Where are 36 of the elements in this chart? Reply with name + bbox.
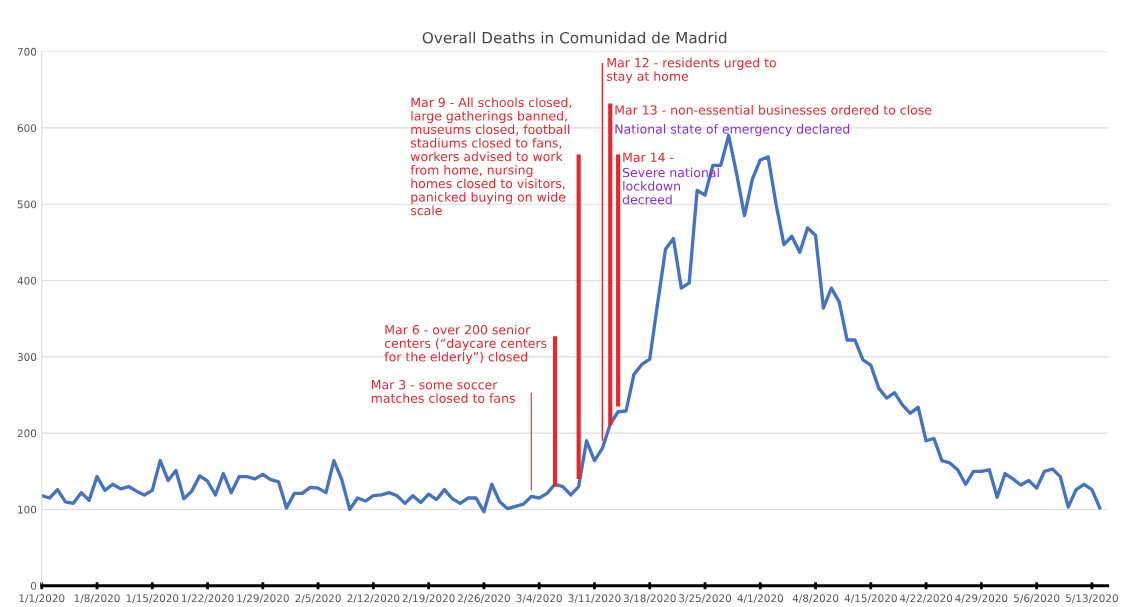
y-tick-label: 100 xyxy=(18,505,37,514)
x-tick-label: 4/15/2020 xyxy=(844,594,897,603)
x-tick-label: 3/11/2020 xyxy=(568,594,621,603)
chart-title: Overall Deaths in Comunidad de Madrid xyxy=(422,31,727,44)
x-tick-label: 1/8/2020 xyxy=(74,594,120,603)
x-tick-label: 2/12/2020 xyxy=(347,594,400,603)
y-tick-label: 400 xyxy=(17,276,37,285)
ref-line-label: Mar 14 - xyxy=(623,152,674,162)
y-tick-label: 700 xyxy=(17,47,37,56)
annotation: National state of emergency declared xyxy=(615,124,850,137)
x-tick-label: 1/1/2020 xyxy=(19,594,65,603)
text: Mar 9 - All schools closed, large gatherings banned, museums closed, football stadiums closed to fans, workers advised to work from home, nursing homes closed to visitors, panicked buying on wide scale xyxy=(410,97,572,216)
y-tick-label: 200 xyxy=(17,429,37,438)
ref-line-label: Mar 12 - residents urged to stay at home xyxy=(606,57,776,84)
x-tick-label: 2/5/2020 xyxy=(295,594,341,603)
x-tick-label: 3/18/2020 xyxy=(623,594,676,603)
x-tick-label: 4/29/2020 xyxy=(955,594,1008,603)
x-tick-label: 4/8/2020 xyxy=(792,594,839,603)
y-tick-label: 300 xyxy=(17,353,37,361)
y-tick-label: 500 xyxy=(17,200,37,209)
x-tick-label: 5/6/2020 xyxy=(1014,594,1060,603)
x-tick-label: 4/1/2020 xyxy=(737,594,783,603)
ref-line-label: Mar 6 - over 200 senior centers (“daycare centers for the elderly”) closed xyxy=(384,324,547,364)
ref-line-label: Mar 13 - non-essential businesses ordered to close xyxy=(615,105,932,115)
x-tick-label: 5/13/2020 xyxy=(1066,594,1118,603)
y-tick-label: 600 xyxy=(17,124,37,133)
x-tick-label: 1/29/2020 xyxy=(237,594,289,603)
x-tick-label: 2/26/2020 xyxy=(457,594,510,603)
x-tick-label: 2/19/2020 xyxy=(402,594,455,603)
y-tick-label: 0 xyxy=(30,581,37,590)
x-tick-label: 1/15/2020 xyxy=(126,594,179,603)
x-tick-label: 4/22/2020 xyxy=(899,594,953,603)
ref-line-label: Mar 3 - some soccer matches closed to fans xyxy=(371,379,515,403)
x-tick-label: 3/4/2020 xyxy=(516,594,562,603)
x-tick-label: 3/25/2020 xyxy=(679,594,732,603)
x-tick-label: 1/22/2020 xyxy=(181,594,234,603)
